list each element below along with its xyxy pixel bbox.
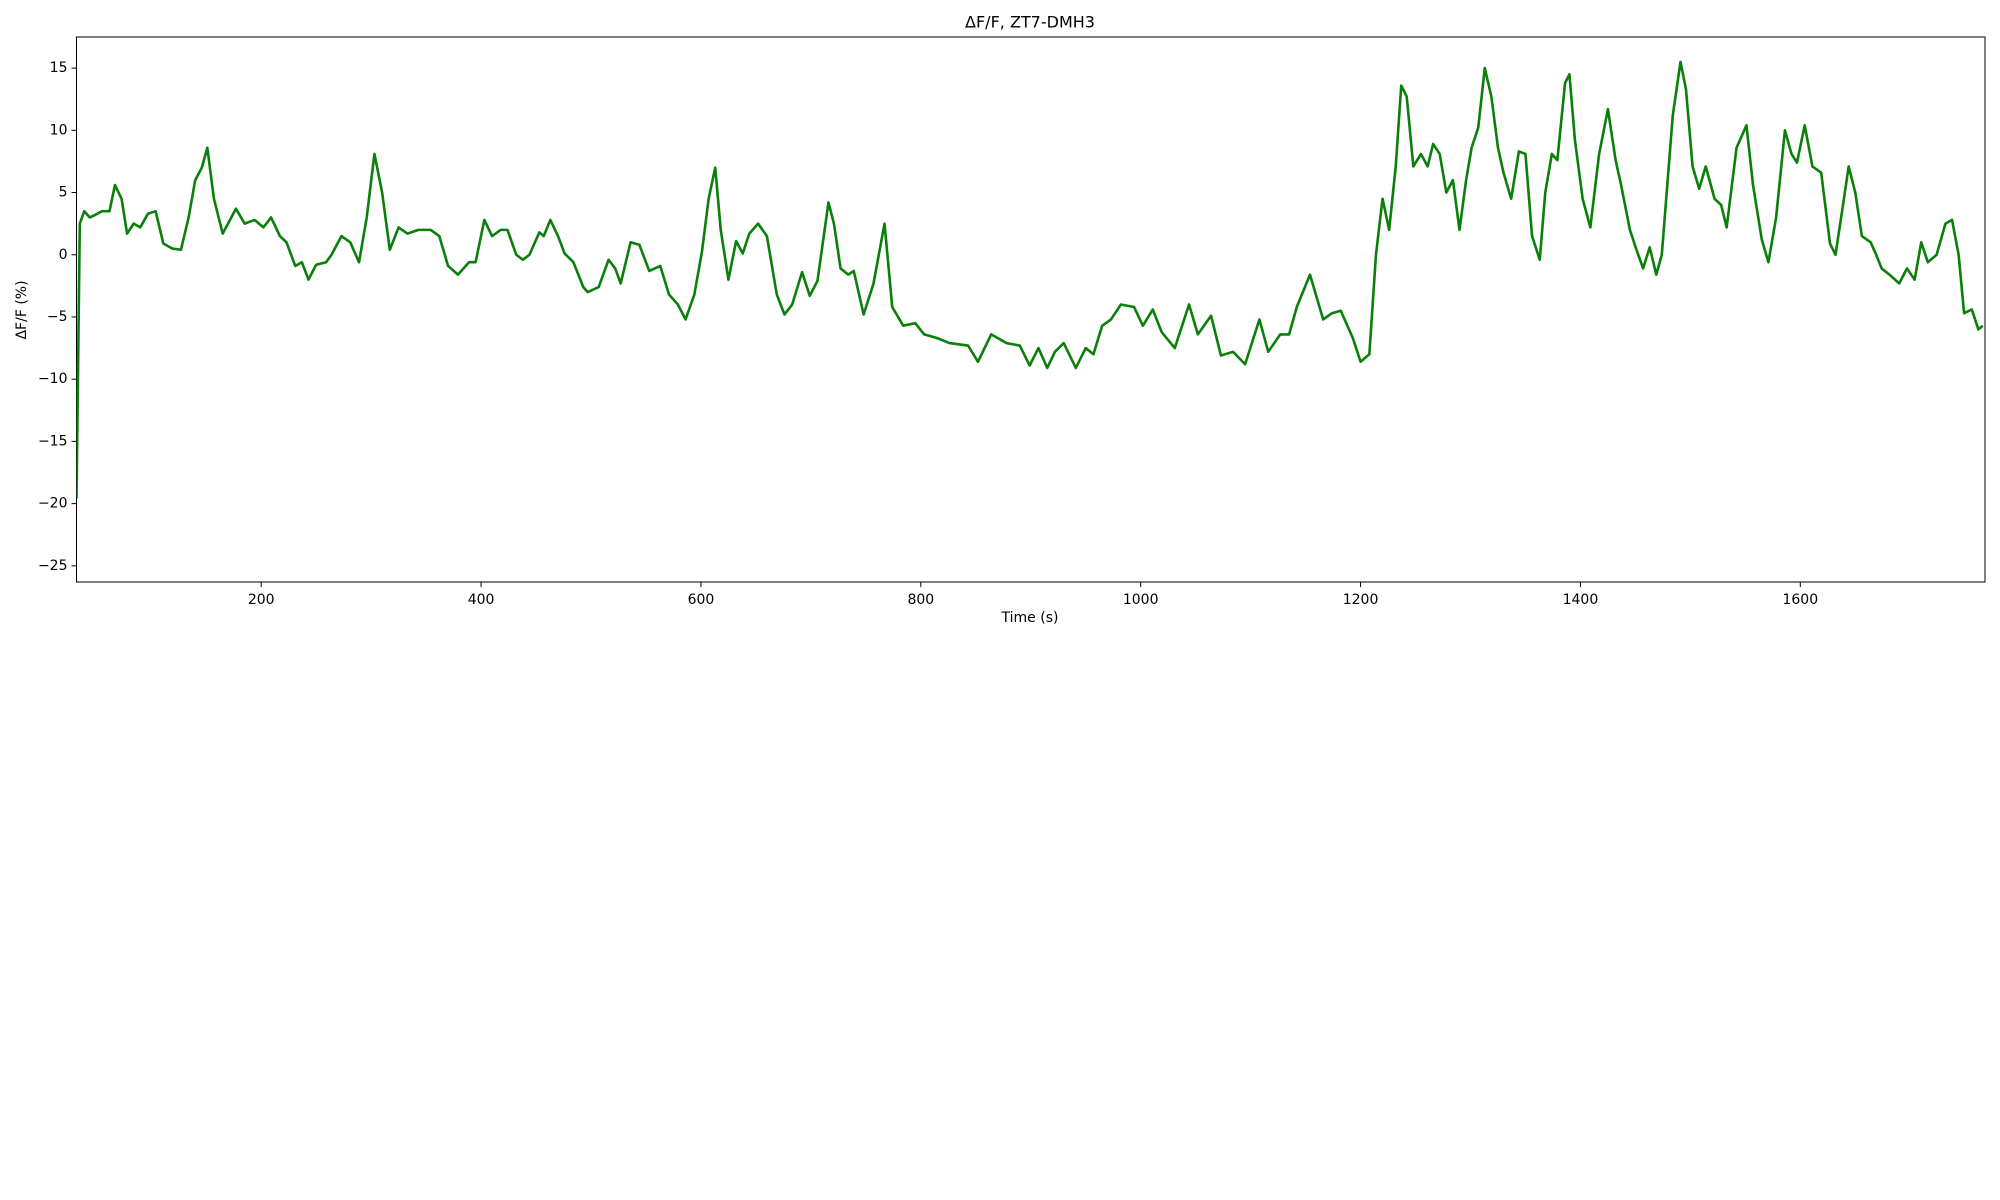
- chart-title: ΔF/F, ZT7-DMH3: [965, 13, 1095, 32]
- y-axis-label: ΔF/F (%): [14, 280, 30, 339]
- x-tick-label: 1600: [1782, 592, 1818, 608]
- x-tick-label: 1400: [1563, 592, 1599, 608]
- x-axis-label: Time (s): [1001, 610, 1059, 626]
- data-line: [76, 60, 1984, 499]
- y-tick-label: 10: [50, 122, 68, 138]
- y-tick-label: −10: [38, 371, 68, 387]
- x-tick-label: 200: [248, 592, 275, 608]
- y-tick-label: 15: [50, 60, 68, 76]
- y-tick-label: −15: [38, 433, 68, 449]
- y-tick-label: 0: [59, 247, 68, 263]
- y-tick-label: −20: [38, 496, 68, 512]
- x-tick-label: 800: [907, 592, 934, 608]
- x-tick-label: 1200: [1343, 592, 1379, 608]
- y-tick-label: −5: [47, 309, 68, 325]
- x-tick-label: 400: [468, 592, 495, 608]
- plot-frame: [76, 36, 1986, 583]
- y-tick-label: −25: [38, 558, 68, 574]
- y-tick-label: 5: [59, 185, 68, 201]
- x-tick-label: 600: [688, 592, 715, 608]
- x-tick-label: 1000: [1123, 592, 1159, 608]
